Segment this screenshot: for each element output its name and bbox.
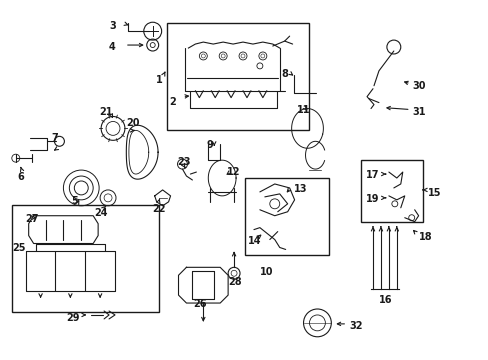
Text: 31: 31 [412,107,426,117]
Text: 15: 15 [427,188,440,198]
Text: 26: 26 [193,299,206,309]
Text: 29: 29 [66,313,80,323]
Text: 6: 6 [18,172,24,182]
Text: 7: 7 [51,133,58,143]
Text: 3: 3 [109,21,116,31]
Text: 28: 28 [228,277,241,287]
Text: 8: 8 [281,69,288,79]
Text: 14: 14 [247,235,261,246]
Text: 32: 32 [348,321,362,331]
Text: 24: 24 [94,208,107,218]
Text: 2: 2 [169,96,176,107]
Text: 1: 1 [155,75,162,85]
Text: 20: 20 [126,118,139,129]
Text: 4: 4 [109,42,116,52]
Text: 30: 30 [412,81,426,91]
Text: 27: 27 [26,214,39,224]
Text: 23: 23 [177,157,191,167]
Text: 13: 13 [293,184,306,194]
Bar [166,23,308,130]
Text: 22: 22 [152,204,166,214]
Text: 12: 12 [226,167,240,177]
Bar [12,205,158,312]
Text: 9: 9 [206,140,213,150]
Bar [360,160,422,222]
Text: 18: 18 [418,231,431,242]
Text: 17: 17 [366,170,379,180]
Bar [244,178,328,255]
Text: 10: 10 [259,267,273,277]
Text: 19: 19 [366,194,379,204]
Text: 16: 16 [378,295,392,305]
Text: 5: 5 [71,196,78,206]
Text: 25: 25 [12,243,25,252]
Text: 11: 11 [296,105,309,114]
Text: 21: 21 [99,107,112,117]
